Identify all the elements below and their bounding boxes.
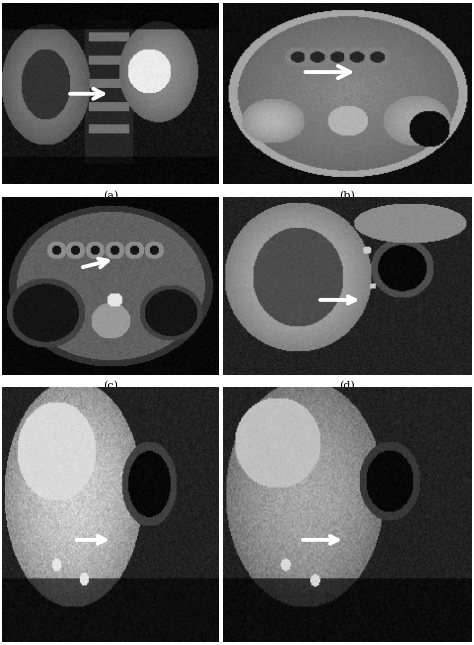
Text: (c): (c)	[103, 381, 118, 392]
Text: (d): (d)	[339, 381, 355, 392]
Text: (a): (a)	[103, 191, 118, 201]
Text: (b): (b)	[339, 191, 356, 201]
